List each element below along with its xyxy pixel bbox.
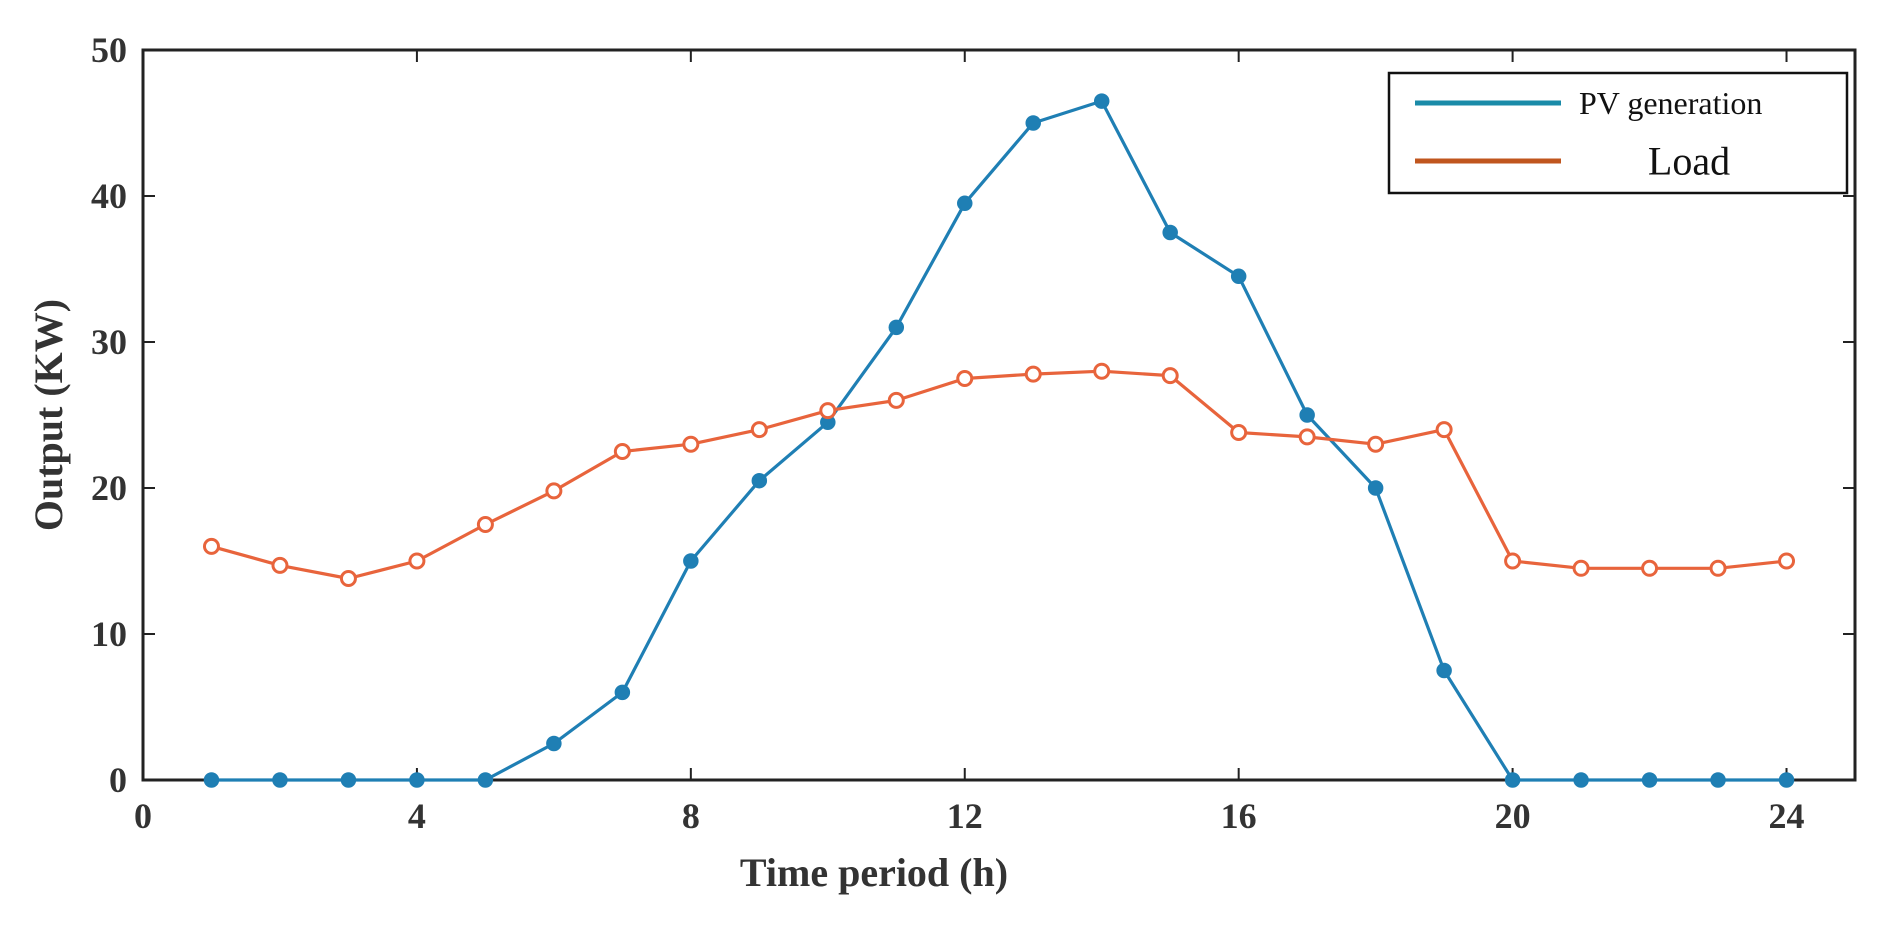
data-point — [1230, 268, 1247, 285]
legend-label: Load — [1648, 139, 1730, 184]
data-point — [957, 195, 973, 212]
data-point — [888, 319, 905, 336]
data-point — [545, 482, 563, 500]
data-point — [1710, 772, 1726, 788]
y-tick-label: 50 — [91, 30, 127, 70]
data-point — [613, 443, 631, 460]
data-point — [614, 684, 631, 701]
data-point — [819, 402, 837, 420]
data-point — [682, 435, 700, 453]
data-point — [203, 772, 220, 788]
series-load — [202, 362, 1796, 588]
data-point — [887, 391, 905, 409]
series-layer — [202, 93, 1796, 788]
data-point — [409, 772, 425, 788]
data-point — [1504, 552, 1522, 570]
data-point — [272, 772, 288, 788]
data-point — [408, 552, 426, 570]
data-point — [1435, 421, 1453, 439]
data-point — [1709, 559, 1727, 577]
data-point — [1024, 365, 1042, 383]
x-tick-label: 24 — [1769, 796, 1805, 836]
legend: PV generation Load — [1387, 71, 1849, 195]
data-point — [1778, 552, 1796, 570]
data-point — [477, 772, 494, 788]
data-point — [339, 570, 357, 588]
y-tick-label: 20 — [91, 468, 127, 508]
x-tick-label: 0 — [134, 796, 152, 836]
data-point — [1504, 772, 1521, 788]
data-point — [1093, 93, 1110, 109]
data-point — [1299, 407, 1315, 423]
data-point — [1367, 480, 1384, 496]
data-point — [1572, 559, 1590, 577]
series-line — [211, 99, 1787, 782]
x-tick-label: 16 — [1221, 796, 1257, 836]
data-point — [1778, 772, 1795, 788]
plot-frame — [141, 48, 1857, 782]
y-tick-label: 10 — [91, 614, 127, 654]
data-point — [1161, 367, 1179, 385]
legend-label: PV generation — [1579, 85, 1762, 121]
y-tick-label: 40 — [91, 176, 127, 216]
series-pv-generation — [203, 93, 1795, 788]
data-point — [1641, 772, 1658, 788]
data-point — [751, 472, 768, 489]
data-point — [476, 516, 494, 533]
data-point — [271, 556, 289, 574]
data-point — [546, 735, 562, 752]
x-tick-label: 20 — [1495, 796, 1531, 836]
data-point — [750, 421, 768, 439]
data-point — [1298, 428, 1316, 446]
data-point — [1367, 435, 1385, 453]
data-point — [1641, 559, 1659, 577]
data-point — [340, 772, 357, 788]
data-point — [1025, 115, 1041, 131]
data-point — [202, 537, 220, 555]
x-tick-label: 4 — [408, 796, 426, 836]
data-point — [683, 553, 699, 569]
data-point — [956, 370, 974, 387]
x-tick-label: 12 — [947, 796, 983, 836]
series-line — [211, 369, 1787, 581]
x-tick-label: 8 — [682, 796, 700, 836]
data-point — [1230, 424, 1248, 442]
x-axis-label: Time period (h) — [740, 850, 1008, 895]
data-point — [1573, 772, 1589, 788]
y-tick-label: 0 — [109, 760, 127, 800]
data-point — [1436, 662, 1452, 679]
legend-box — [1387, 71, 1849, 195]
y-tick-label: 30 — [91, 322, 127, 362]
data-point — [1093, 362, 1111, 380]
y-axis-label: Output (KW) — [26, 299, 71, 531]
axes-layer: 0 4 8 12 16 20 24 0 10 20 30 40 50 Time period (h) Out… — [26, 30, 1857, 895]
data-point — [1162, 224, 1178, 241]
